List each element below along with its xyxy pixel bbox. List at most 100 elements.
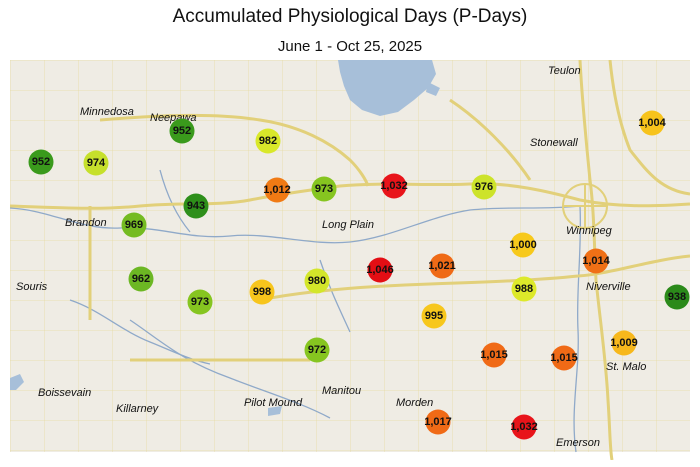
town-st-malo: St. Malo	[606, 361, 646, 373]
station-value-label: 982	[259, 135, 277, 147]
station-dot	[511, 276, 537, 302]
highways-layer	[10, 60, 690, 460]
station-dot	[551, 345, 577, 371]
station-dot	[611, 330, 637, 356]
station-value-label: 1,015	[480, 349, 508, 361]
station-marker-s23: 1,009	[610, 330, 638, 356]
station-dot	[304, 268, 330, 294]
city-area	[562, 183, 608, 229]
station-marker-s4: 982	[255, 128, 281, 154]
station-dot	[128, 266, 154, 292]
station-marker-s9: 976	[471, 174, 497, 200]
station-value-label: 943	[187, 200, 205, 212]
towns-layer: Teulon Minnedosa Neepawa Stonewall Winni…	[16, 65, 646, 449]
town-brandon: Brandon	[65, 217, 107, 229]
land-layer	[10, 60, 690, 460]
station-marker-s2: 974	[83, 150, 109, 176]
station-value-label: 1,012	[263, 184, 291, 196]
map-title: Accumulated Physiological Days (P-Days)	[172, 6, 528, 27]
station-value-label: 972	[308, 344, 326, 356]
station-value-label: 962	[132, 273, 150, 285]
town-killarney: Killarney	[116, 403, 160, 415]
station-marker-s18: 980	[304, 268, 330, 294]
town-long-plain: Long Plain	[322, 219, 374, 231]
station-dot	[639, 110, 665, 136]
station-value-label: 1,000	[509, 239, 537, 251]
station-value-label: 1,021	[428, 260, 456, 272]
station-marker-s19: 988	[511, 276, 537, 302]
station-marker-s17: 998	[249, 279, 275, 305]
town-minnedosa: Minnedosa	[80, 106, 134, 118]
station-dot	[249, 279, 275, 305]
station-value-label: 952	[32, 156, 50, 168]
rivers-layer	[10, 169, 582, 453]
station-value-label: 1,009	[610, 337, 638, 349]
station-value-label: 974	[87, 157, 106, 169]
station-value-label: 1,004	[638, 117, 666, 129]
town-stonewall: Stonewall	[530, 137, 578, 149]
map-canvas: Teulon Minnedosa Neepawa Stonewall Winni…	[10, 60, 690, 460]
station-marker-s3: 952	[169, 118, 195, 144]
station-dot	[511, 414, 537, 440]
station-value-label: 1,015	[550, 352, 578, 364]
town-emerson: Emerson	[556, 437, 600, 449]
station-marker-s27: 1,017	[424, 409, 452, 435]
station-value-label: 973	[315, 183, 333, 195]
station-dot	[583, 248, 609, 274]
station-dot	[255, 128, 281, 154]
station-dot	[471, 174, 497, 200]
station-dot	[510, 232, 536, 258]
station-marker-s21: 973	[187, 289, 213, 315]
station-value-label: 952	[173, 125, 191, 137]
station-marker-s20: 938	[664, 284, 690, 310]
station-marker-s8: 1,032	[380, 173, 408, 199]
town-morden: Morden	[396, 397, 433, 409]
water-layer	[10, 60, 440, 416]
town-niverville: Niverville	[586, 281, 631, 293]
station-marker-s7: 973	[311, 176, 337, 202]
station-marker-s11: 969	[121, 212, 147, 238]
station-dot	[169, 118, 195, 144]
station-marker-s14: 962	[128, 266, 154, 292]
station-marker-s1: 952	[28, 149, 54, 175]
station-value-label: 973	[191, 296, 209, 308]
station-marker-s25: 1,015	[480, 342, 508, 368]
station-marker-s26: 1,015	[550, 345, 578, 371]
station-dot	[421, 303, 447, 329]
town-manitou: Manitou	[322, 385, 361, 397]
stations-layer: 952 974 952 982 1,004 1,012 973 1,032 976 943 969 1…	[28, 110, 690, 440]
town-teulon: Teulon	[548, 65, 581, 77]
station-dot	[304, 337, 330, 363]
station-dot	[381, 173, 407, 199]
station-dot	[121, 212, 147, 238]
station-value-label: 1,046	[366, 264, 394, 276]
lake-shape	[338, 60, 436, 116]
town-pilot-mound: Pilot Mound	[244, 397, 303, 409]
town-boissevain: Boissevain	[38, 387, 91, 399]
station-marker-s13: 1,014	[582, 248, 611, 274]
station-dot	[187, 289, 213, 315]
station-marker-s16: 1,021	[428, 253, 456, 279]
station-value-label: 1,017	[424, 416, 452, 428]
station-value-label: 980	[308, 275, 326, 287]
station-marker-s22: 995	[421, 303, 447, 329]
station-value-label: 1,032	[380, 180, 408, 192]
station-dot	[425, 409, 451, 435]
station-value-label: 998	[253, 286, 271, 298]
station-value-label: 976	[475, 181, 493, 193]
p-days-map: Teulon Minnedosa Neepawa Stonewall Winni…	[10, 60, 690, 460]
station-marker-s12: 1,000	[509, 232, 537, 258]
station-value-label: 1,032	[510, 421, 538, 433]
station-marker-s15: 1,046	[366, 257, 394, 283]
station-value-label: 988	[515, 283, 533, 295]
station-marker-s24: 972	[304, 337, 330, 363]
station-dot	[311, 176, 337, 202]
station-value-label: 938	[668, 291, 686, 303]
station-marker-s10: 943	[183, 193, 209, 219]
station-dot	[664, 284, 690, 310]
station-dot	[264, 177, 290, 203]
station-dot	[183, 193, 209, 219]
station-marker-s28: 1,032	[510, 414, 538, 440]
station-value-label: 969	[125, 219, 143, 231]
town-winnipeg: Winnipeg	[566, 225, 613, 237]
